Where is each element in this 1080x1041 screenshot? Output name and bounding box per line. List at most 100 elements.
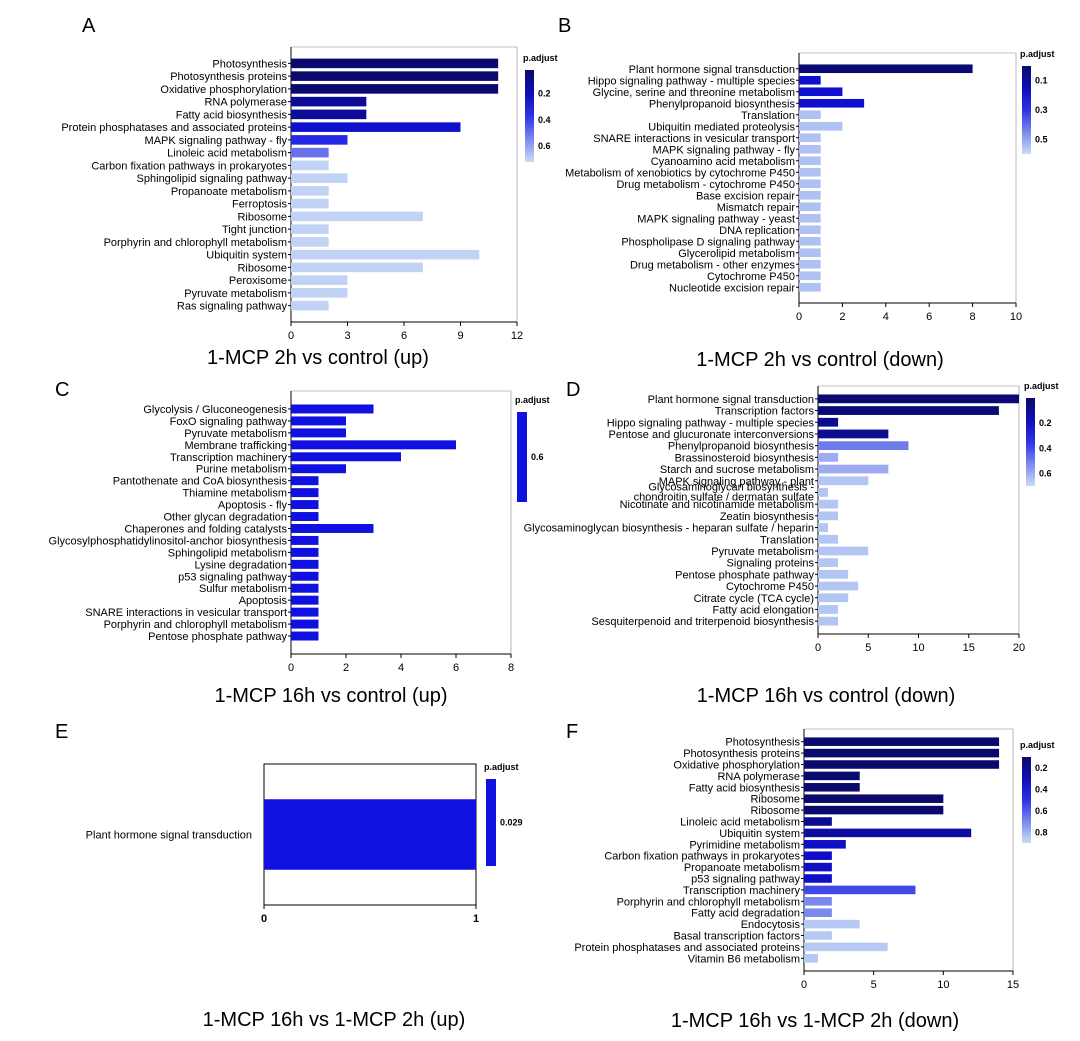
panel-c-bar	[291, 416, 346, 426]
panel-d-category-label: Phenylpropanoid biosynthesis	[668, 441, 815, 453]
panel-c-bar	[291, 428, 346, 438]
panel-d-x-tick-label: 5	[865, 642, 871, 654]
panel-b-category-label: Glycine, serine and threonine metabolism	[593, 87, 795, 99]
panel-a-bar	[291, 96, 367, 107]
panel-a-category-label: Peroxisome	[229, 275, 287, 287]
panel-b-bar	[799, 156, 821, 166]
panel-c-category-label: Glycolysis / Gluconeogenesis	[143, 404, 287, 416]
panel-f-legend-tick: 0.4	[1035, 784, 1048, 794]
panel-a-category-label: Photosynthesis	[212, 58, 287, 70]
panel-a-bar	[291, 262, 423, 273]
panel-b-x-tick-label: 0	[796, 311, 802, 323]
panel-b-legend-tick: 0.5	[1035, 134, 1048, 144]
panel-f-x-tick-label: 10	[937, 979, 949, 991]
panel-f-bar	[804, 783, 860, 792]
panel-b-bar	[799, 121, 843, 131]
panel-f-category-label: Carbon fixation pathways in prokaryotes	[604, 851, 800, 863]
panel-d-category-label: Pyruvate metabolism	[711, 546, 814, 558]
panel-f-category-label: Propanoate metabolism	[684, 862, 800, 874]
panel-a-x-tick-label: 9	[457, 330, 463, 342]
panel-a-bar	[291, 198, 329, 209]
panel-a-category-label: Tight junction	[222, 224, 287, 236]
panel-b-x-tick-label: 4	[883, 311, 889, 323]
panel-d-x-tick-label: 20	[1013, 642, 1025, 654]
panel-a-category-label: Sphingolipid signaling pathway	[137, 173, 288, 185]
panel-d-bar	[818, 558, 839, 568]
panel-f-category-label: Pyrimidine metabolism	[689, 839, 800, 851]
panel-b-category-label: Base excision repair	[696, 190, 795, 202]
panel-d-bar	[818, 569, 849, 579]
panel-f-bar	[804, 862, 832, 872]
panel-c-category-label: Apoptosis	[239, 595, 288, 607]
panel-e-title: 1-MCP 16h vs 1-MCP 2h (up)	[203, 1009, 466, 1031]
panel-d-category-label: Plant hormone signal transduction	[648, 394, 814, 406]
panel-a-bar	[291, 71, 499, 81]
panel-b-x-tick-label: 2	[839, 311, 845, 323]
panel-b-bar	[799, 167, 821, 177]
panel-f-category-label: Porphyrin and chlorophyll metabolism	[617, 896, 800, 908]
panel-c-category-label: p53 signaling pathway	[178, 571, 287, 583]
panel-f-x-tick-label: 15	[1007, 979, 1019, 991]
panel-f-bar	[804, 931, 832, 940]
panel-c-bar	[291, 404, 374, 414]
panel-a-x-tick-label: 6	[401, 330, 407, 342]
panel-b-category-label: Nucleotide excision repair	[669, 282, 795, 294]
panel-b-category-label: MAPK signaling pathway - yeast	[637, 213, 795, 225]
panel-f-bar	[804, 840, 846, 849]
panel-b-bar	[799, 110, 821, 120]
panel-c-x-tick-label: 2	[343, 662, 349, 674]
panel-f-legend-title: p.adjust	[1020, 740, 1055, 750]
panel-c-bar	[291, 488, 319, 498]
panel-c-x-tick-label: 6	[453, 662, 459, 674]
panel-e-legend-colorbar	[486, 779, 496, 866]
panel-b-category-label: Cyanoamino acid metabolism	[651, 156, 795, 168]
panel-d-x-tick-label: 0	[815, 642, 821, 654]
panel-c-title: 1-MCP 16h vs control (up)	[214, 685, 447, 707]
panel-c-frame	[291, 390, 512, 654]
panel-b-x-tick-label: 6	[926, 311, 932, 323]
panel-a-x-tick-label: 0	[288, 330, 294, 342]
panel-b: B 1-MCP 2h vs control (down) Plant hormone…	[558, 15, 1055, 371]
panel-a-frame	[291, 46, 518, 322]
panel-e-legend-title: p.adjust	[484, 762, 519, 772]
panel-b-bar	[799, 271, 821, 281]
panel-b-bar	[799, 179, 821, 189]
panel-b-x-tick-label: 10	[1010, 311, 1022, 323]
panel-a-title: 1-MCP 2h vs control (up)	[207, 347, 429, 369]
panel-c-category-label: Sphingolipid metabolism	[168, 547, 287, 559]
panel-a-legend-tick: 0.2	[538, 89, 551, 99]
panel-f-category-label: Protein phosphatases and associated prot…	[574, 942, 800, 954]
panel-d-category-label: Sesquiterpenoid and triterpenoid biosynt…	[591, 616, 814, 628]
panel-d-bar	[818, 616, 839, 626]
panel-c-legend-colorbar	[517, 412, 527, 502]
panel-b-category-label: Glycerolipid metabolism	[678, 248, 795, 260]
panel-b-category-label: Metabolism of xenobiotics by cytochrome …	[565, 167, 795, 179]
panel-a-category-label: Ferroptosis	[232, 199, 288, 211]
panel-f-bar	[804, 874, 832, 883]
panel-f-bar	[804, 942, 888, 952]
panel-b-bar	[799, 236, 821, 246]
panel-d-category-label: Pentose and glucuronate interconversions	[609, 429, 815, 441]
panel-a-category-label: Ribosome	[237, 211, 287, 223]
panel-e: E 1-MCP 16h vs 1-MCP 2h (up) Plant hormone…	[55, 721, 523, 1031]
panel-c: C 1-MCP 16h vs control (up) Glycolysis / G…	[49, 379, 550, 707]
panel-a-bar	[291, 224, 329, 234]
panel-a-category-label: Oxidative phosphorylation	[160, 84, 287, 96]
panel-b-category-label: MAPK signaling pathway - fly	[653, 144, 796, 156]
panel-f-category-label: Endocytosis	[741, 919, 801, 931]
panel-d-letter: D	[566, 379, 580, 401]
panel-b-category-label: SNARE interactions in vesicular transpor…	[593, 133, 795, 145]
panel-d-bar	[818, 464, 889, 474]
panel-f-category-label: Basal transcription factors	[673, 931, 800, 943]
panel-d-category-label: MAPK signaling pathway - plant	[659, 476, 814, 488]
panel-f-category-label: Photosynthesis proteins	[683, 748, 800, 760]
panel-c-bar	[291, 535, 319, 545]
panel-f-bar	[804, 794, 944, 803]
panel-a-bar	[291, 58, 499, 69]
panel-a-category-label: Photosynthesis proteins	[170, 71, 287, 83]
panel-a-legend-tick: 0.4	[538, 115, 551, 125]
panel-f-title: 1-MCP 16h vs 1-MCP 2h (down)	[671, 1010, 959, 1032]
panel-c-bar	[291, 583, 319, 593]
panel-f-category-label: Transcription machinery	[683, 885, 800, 897]
